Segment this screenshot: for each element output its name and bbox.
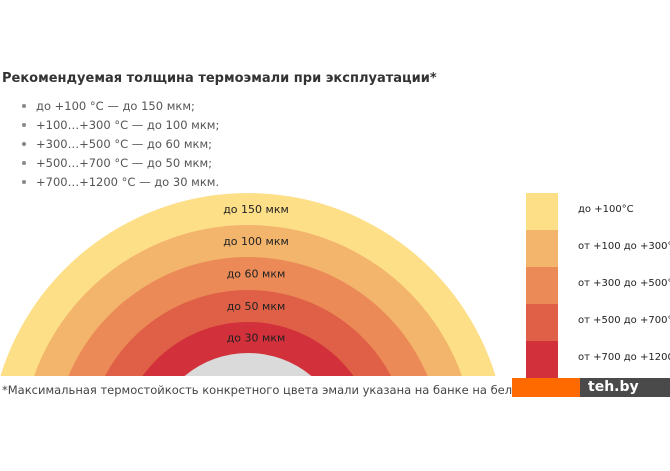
list-item: до +100 °C — до 150 мкм; bbox=[22, 97, 219, 116]
heading: Рекомендуемая толщина термоэмали при экс… bbox=[2, 71, 437, 86]
legend-swatch bbox=[526, 193, 558, 230]
arc-band bbox=[142, 322, 354, 376]
arc-label: до 50 мкм bbox=[227, 300, 286, 313]
legend-label: от +500 до +700°C bbox=[578, 315, 670, 326]
footnote: *Максимальная термостойкость конкретного… bbox=[2, 383, 586, 397]
arc-label: до 30 мкм bbox=[227, 332, 286, 345]
legend-swatch bbox=[526, 304, 558, 341]
list-item: +700…+1200 °C — до 30 мкм. bbox=[22, 173, 219, 192]
list-item: +300…+500 °C — до 60 мкм; bbox=[22, 135, 219, 154]
legend-label: от +700 до +1200°C bbox=[578, 352, 670, 363]
legend-label: до +100°C bbox=[578, 204, 634, 215]
arc-label: до 60 мкм bbox=[227, 268, 286, 281]
recommendation-list: до +100 °C — до 150 мкм; +100…+300 °C — … bbox=[22, 97, 219, 192]
list-item: +100…+300 °C — до 100 мкм; bbox=[22, 116, 219, 135]
arc-label: до 100 мкм bbox=[223, 235, 289, 248]
watermark-text: teh.by bbox=[580, 378, 670, 397]
list-item: +500…+700 °C — до 50 мкм; bbox=[22, 154, 219, 173]
arc-label: до 150 мкм bbox=[223, 203, 289, 216]
thickness-arc-diagram: до 150 мкм до 100 мкм до 60 мкм до 50 мкм до… bbox=[0, 192, 558, 389]
legend-label: от +300 до +500°C bbox=[578, 278, 670, 289]
legend-swatch bbox=[526, 230, 558, 267]
legend-swatch bbox=[526, 267, 558, 304]
watermark-logo bbox=[512, 378, 590, 397]
legend-label: от +100 до +300°C bbox=[578, 241, 670, 252]
arc-core bbox=[184, 353, 312, 376]
